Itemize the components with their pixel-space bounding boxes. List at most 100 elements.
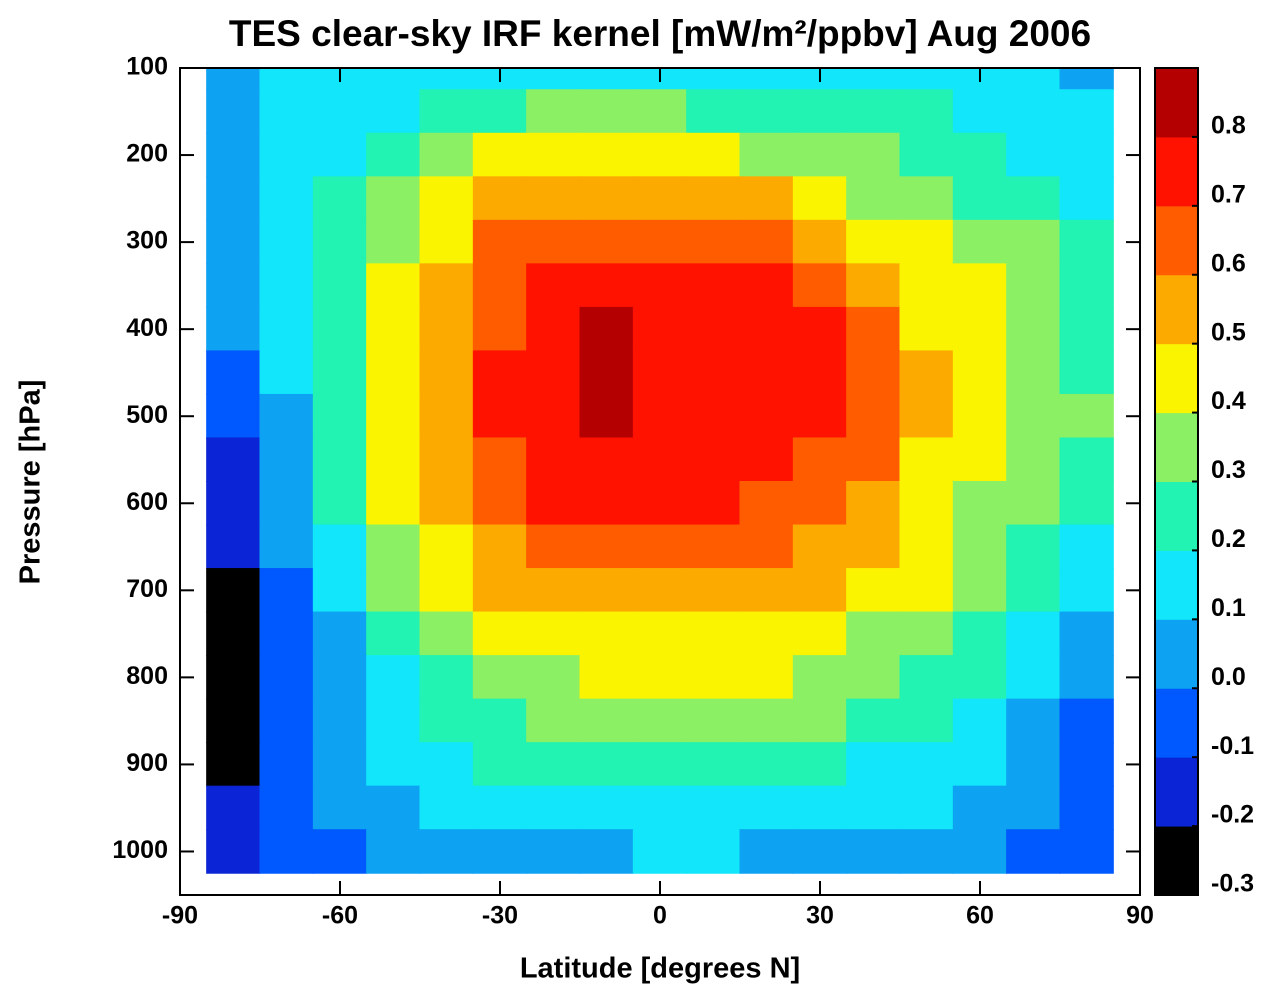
contour-cell <box>366 350 421 395</box>
y-tick-label: 800 <box>126 662 168 690</box>
contour-cell <box>899 393 954 439</box>
contour-cell <box>952 742 1008 787</box>
contour-cell <box>472 785 528 831</box>
colorbar-swatch <box>1155 68 1198 138</box>
contour-cell <box>792 568 848 613</box>
contour-cell <box>899 306 954 352</box>
contour-cell <box>312 829 368 874</box>
contour-cell <box>526 568 581 613</box>
contour-cell <box>419 68 474 91</box>
contour-cell <box>1059 698 1114 744</box>
contour-cell <box>312 176 368 221</box>
contour-cell <box>206 481 261 526</box>
contour-cell <box>579 742 634 787</box>
contour-cell <box>952 655 1008 700</box>
contour-cell <box>419 263 474 308</box>
contour-cell <box>846 68 901 91</box>
contour-cell <box>472 306 528 352</box>
contour-cell <box>259 742 314 787</box>
contour-cell <box>526 655 581 700</box>
contour-cell <box>899 219 954 265</box>
contour-cell <box>792 698 848 744</box>
contour-cell <box>579 655 634 700</box>
contour-cell <box>419 524 474 570</box>
contour-cell <box>846 785 901 831</box>
contour-cell <box>952 481 1008 526</box>
contour-cell <box>952 219 1008 265</box>
contour-cell <box>739 568 794 613</box>
contour-cell <box>312 785 368 831</box>
contour-cell <box>472 176 528 221</box>
contour-cell <box>1059 89 1114 134</box>
contour-cell <box>526 742 581 787</box>
contour-cell <box>899 611 954 657</box>
contour-cell <box>846 306 901 352</box>
contour-cell <box>206 89 261 134</box>
x-tick-label: -30 <box>482 902 518 930</box>
contour-cell <box>259 263 314 308</box>
contour-cell <box>686 568 741 613</box>
contour-cell <box>952 785 1008 831</box>
contour-cell <box>1006 698 1061 744</box>
contour-cell <box>206 176 261 221</box>
contour-cell <box>1006 68 1061 91</box>
contour-cell <box>632 611 688 657</box>
contour-cell <box>579 698 634 744</box>
contour-cell <box>259 829 314 874</box>
contour-cell <box>419 698 474 744</box>
contour-cell <box>632 437 688 482</box>
contour-cell <box>259 481 314 526</box>
contour-cell <box>206 829 261 874</box>
contour-cell <box>312 524 368 570</box>
contour-cell <box>526 263 581 308</box>
contour-cell <box>632 306 688 352</box>
contour-cell <box>472 481 528 526</box>
contour-cell <box>846 611 901 657</box>
chart-title: TES clear-sky IRF kernel [mW/m²/ppbv] Au… <box>229 13 1091 54</box>
contour-cell <box>472 437 528 482</box>
contour-cell <box>739 176 794 221</box>
contour-cell <box>1059 524 1114 570</box>
y-tick-label: 200 <box>126 140 168 168</box>
contour-cell <box>739 829 794 874</box>
contour-cell <box>739 68 794 91</box>
contour-cell <box>632 393 688 439</box>
contour-cell <box>579 829 634 874</box>
y-tick-label: 1000 <box>112 836 168 864</box>
contour-cell <box>952 393 1008 439</box>
contour-cell <box>739 785 794 831</box>
contour-cell <box>952 132 1008 178</box>
contour-cell <box>899 524 954 570</box>
contour-cell <box>366 481 421 526</box>
colorbar-swatch <box>1155 136 1198 207</box>
contour-cell <box>579 263 634 308</box>
contour-cell <box>899 89 954 134</box>
contour-cell <box>686 655 741 700</box>
colorbar-tick-label: -0.3 <box>1211 870 1254 898</box>
contour-cell <box>1006 655 1061 700</box>
contour-cell <box>366 785 421 831</box>
colorbar-tick-label: 0.8 <box>1211 112 1246 140</box>
contour-cell <box>1006 89 1061 134</box>
contour-cell <box>1059 829 1114 874</box>
contour-cell <box>579 89 634 134</box>
contour-cell <box>419 568 474 613</box>
contour-cell <box>206 655 261 700</box>
contour-cell <box>846 568 901 613</box>
contour-cell <box>206 306 261 352</box>
contour-cell <box>686 89 741 134</box>
contour-cell <box>526 437 581 482</box>
contour-cell <box>419 89 474 134</box>
contour-cell <box>472 568 528 613</box>
contour-cell <box>686 350 741 395</box>
contour-cell <box>1059 481 1114 526</box>
contour-cell <box>792 481 848 526</box>
contour-cell <box>899 698 954 744</box>
contour-cell <box>1059 132 1114 178</box>
contour-cell <box>792 132 848 178</box>
contour-cell <box>366 68 421 91</box>
contour-cell <box>952 89 1008 134</box>
contour-cell <box>259 89 314 134</box>
contour-cell <box>632 89 688 134</box>
